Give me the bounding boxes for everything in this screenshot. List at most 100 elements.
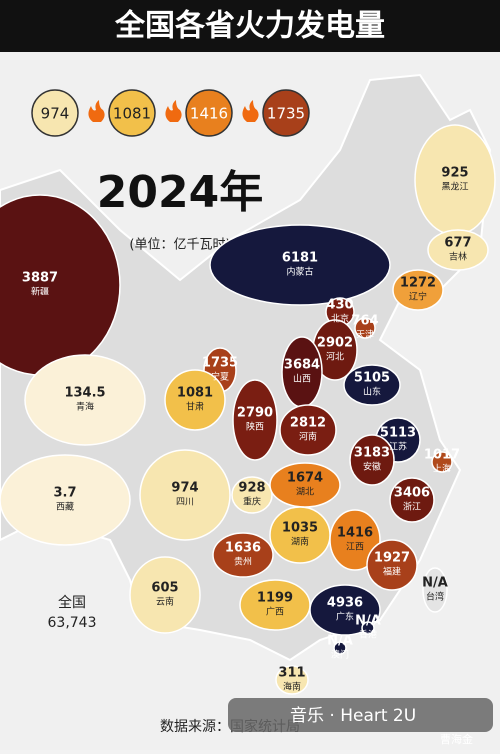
province-name: 上海 (433, 463, 451, 475)
province-name: 内蒙古 (286, 266, 313, 278)
province-value: 3.7 (53, 486, 76, 501)
legend: 974 1081 1416 1735 (31, 89, 310, 137)
province (392, 269, 444, 311)
province-name: 澳门 (331, 649, 349, 661)
total-value: 63,743 (48, 615, 97, 631)
province-name: 湖南 (291, 536, 309, 548)
province (129, 556, 201, 634)
province-value: 925 (441, 166, 468, 181)
province-value: 1636 (225, 541, 261, 556)
province-value: 1017 (424, 448, 460, 463)
unit: (单位：亿千瓦时) (129, 238, 230, 253)
province-value: N/A (327, 634, 353, 649)
legend-swatch (108, 89, 156, 137)
province-name: 湖北 (296, 487, 314, 498)
province-name: 河北 (326, 351, 344, 363)
province (431, 451, 453, 473)
province-value: 5105 (354, 371, 390, 386)
province-value: 1416 (337, 526, 373, 541)
province-value: 764 (351, 314, 378, 329)
province-value: 3684 (284, 358, 320, 373)
province (209, 224, 391, 306)
legend-swatch (185, 89, 233, 137)
title: 全国各省火力发电量 (114, 9, 385, 44)
province-name: 甘肃 (186, 401, 204, 413)
province-value: 134.5 (64, 386, 105, 401)
flame-icon (88, 100, 105, 122)
province-value: 1035 (282, 521, 318, 536)
province-value: 5113 (380, 426, 416, 441)
province-value: 1735 (202, 356, 238, 371)
province (343, 364, 401, 406)
province-name: 吉林 (449, 251, 467, 263)
province-value: 2902 (317, 336, 353, 351)
province-name: 江西 (346, 542, 364, 553)
province-name: 宁夏 (211, 371, 229, 383)
province-name: 天津 (356, 330, 374, 341)
province-name: 辽宁 (409, 291, 427, 303)
province-value: 974 (171, 481, 198, 496)
province (164, 369, 226, 431)
province-value: 311 (278, 666, 305, 681)
province (389, 477, 435, 523)
legend-value: 1416 (190, 105, 228, 123)
province (231, 476, 273, 514)
province-name: 山西 (293, 374, 311, 385)
province-value: 4936 (327, 596, 363, 611)
province (24, 354, 146, 446)
flame-icon (165, 100, 182, 122)
province (354, 317, 376, 339)
province-name: 重庆 (243, 496, 261, 508)
province-value: 1199 (257, 591, 293, 606)
province-value: 1081 (177, 386, 213, 401)
province-name: 山东 (363, 386, 381, 398)
province (212, 532, 274, 578)
province (422, 567, 448, 613)
province (366, 539, 418, 591)
province-value: 3887 (22, 271, 58, 286)
province-name: 陕西 (246, 421, 264, 433)
province-name: 河南 (299, 431, 317, 443)
province-name: 黑龙江 (441, 181, 468, 193)
province (309, 584, 381, 636)
province-name: 广西 (266, 606, 284, 618)
province-name: 青海 (76, 401, 94, 413)
province (329, 509, 381, 571)
province-value: 928 (238, 481, 265, 496)
province (139, 449, 231, 541)
watermark: 曹海金 (440, 732, 473, 746)
province-name: 广东 (336, 611, 354, 623)
music-overlay[interactable] (228, 698, 493, 732)
province (349, 434, 395, 486)
province-value: 6181 (282, 251, 318, 266)
province-name: 贵州 (234, 556, 252, 568)
province-name: 台湾 (426, 591, 444, 603)
province-name: 浙江 (403, 501, 421, 513)
province (333, 641, 347, 655)
province (0, 454, 131, 546)
province-value: 1927 (374, 551, 410, 566)
province-name: 北京 (331, 313, 349, 325)
province-value: 430 (326, 298, 353, 313)
province-value: 677 (444, 236, 471, 251)
legend-value: 974 (41, 105, 70, 123)
province-name: 西藏 (56, 501, 74, 513)
province-name: 福建 (383, 566, 401, 578)
header-bar (0, 0, 500, 52)
province-value: 3183 (354, 446, 390, 461)
legend-value: 1735 (267, 105, 305, 123)
province (361, 621, 375, 635)
music-text: 音乐 · Heart 2U (290, 706, 416, 726)
province-name: 江苏 (389, 441, 407, 453)
province-value: N/A (422, 576, 448, 591)
province-value: N/A (355, 614, 381, 629)
province-value: 1674 (287, 471, 323, 486)
province-value: 1272 (400, 276, 436, 291)
province-name: 新疆 (31, 286, 49, 298)
legend-value: 1081 (113, 105, 151, 123)
province-name: 云南 (156, 596, 174, 608)
province-name: 海南 (283, 681, 301, 693)
province (427, 229, 489, 271)
